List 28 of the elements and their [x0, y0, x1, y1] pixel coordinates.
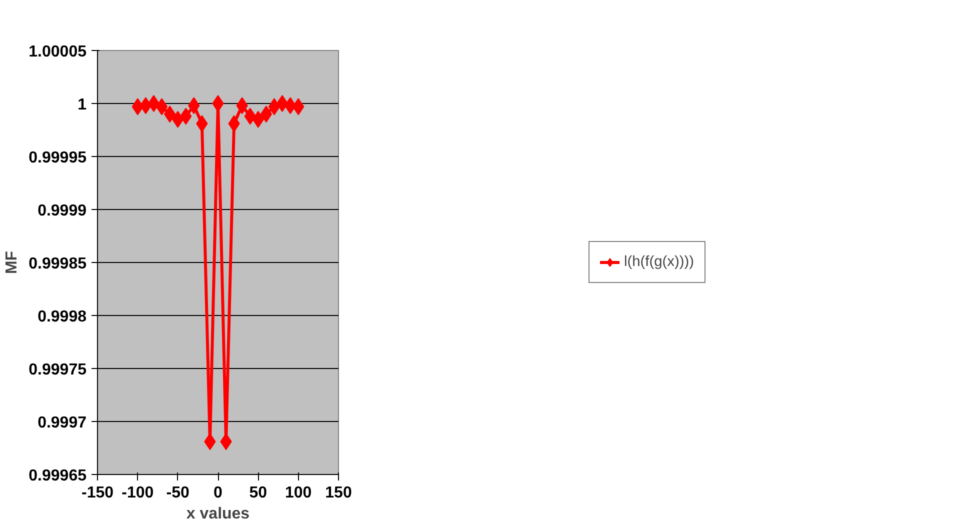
y-tick-label: 0.99995: [28, 150, 87, 166]
point: [164, 106, 176, 123]
point: [284, 97, 296, 114]
legend-label: l(h(f(g(x)))): [624, 254, 694, 270]
x-tick-label: -100: [122, 484, 154, 502]
y-tick-label: 0.99985: [28, 256, 87, 272]
x-tick-label: 0: [214, 484, 223, 502]
y-tick-label: 0.9998: [38, 308, 87, 326]
x-tick-label: 50: [249, 484, 268, 502]
point: [268, 98, 280, 116]
x-tick-label: -50: [166, 484, 190, 502]
point: [260, 106, 272, 123]
x-tick-label: -150: [81, 484, 114, 502]
y-tick-label: 1: [78, 96, 87, 114]
point: [148, 95, 160, 112]
x-axis-title: x values: [186, 506, 250, 522]
y-tick-label: 0.9999: [38, 202, 87, 220]
point: [140, 97, 152, 114]
y-tick-label: 1.00005: [28, 44, 87, 60]
y-tick-label: 0.99965: [28, 468, 87, 484]
point: [276, 95, 288, 112]
point: [212, 95, 224, 112]
y-tick-label: 0.99975: [28, 362, 87, 378]
y-tick-label: 0.9997: [38, 414, 87, 432]
y-axis-title: MF: [4, 250, 21, 274]
point: [156, 98, 168, 116]
x-tick-label: 100: [284, 484, 312, 502]
x-tick-label: 150: [325, 484, 352, 502]
